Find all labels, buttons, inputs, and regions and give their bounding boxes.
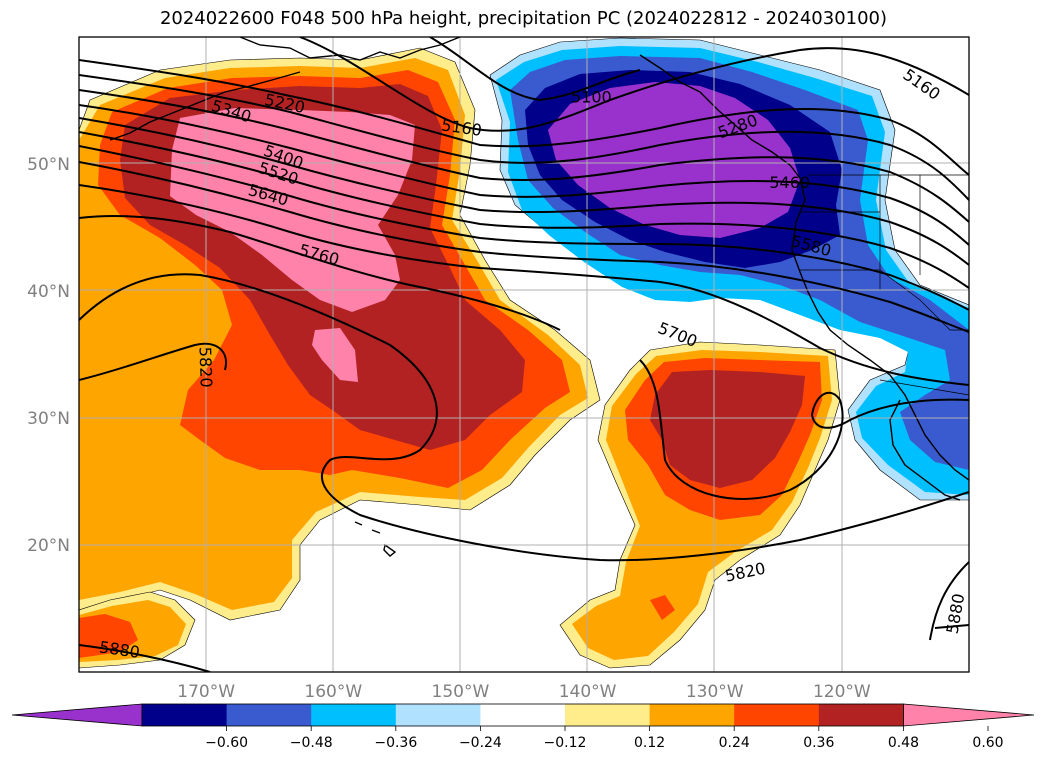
contour-5400 — [79, 104, 969, 246]
colorbar-tick-label: 0.48 — [888, 735, 919, 751]
map-title: 2024022600 F048 500 hPa height, precipit… — [159, 8, 888, 29]
contour-5880-se-2 — [934, 624, 969, 629]
contour-5460 — [79, 117, 969, 266]
colorbar-outline — [141, 703, 904, 727]
longitude-tick-labels: 170°W 160°W 150°W 140°W 130°W 120°W — [177, 682, 871, 702]
colorbar-segment — [226, 704, 312, 726]
contour-5340 — [79, 89, 969, 223]
lat-tick-label: 30°N — [27, 409, 70, 429]
colorbar-segment — [565, 704, 651, 726]
map-area: 5100516052205340540055205640576058205700… — [79, 37, 969, 672]
positive-anomaly-east — [559, 341, 841, 669]
contour-label: 5460 — [769, 173, 810, 192]
contour-5100 — [429, 37, 641, 102]
border-us-mexico — [879, 379, 969, 396]
lon-tick-label: 150°W — [432, 682, 490, 702]
contour-5760 — [79, 214, 561, 331]
contour-5160 — [299, 37, 969, 132]
anomaly-0.48-east — [650, 370, 805, 488]
coastline-hawaii-3 — [383, 543, 397, 557]
border-california — [800, 269, 969, 331]
coastline-baja — [889, 399, 961, 501]
contour-5280 — [79, 74, 969, 201]
contour-label: 5100 — [571, 88, 612, 107]
latitude-tick-labels: 20°N 30°N 40°N 50°N — [27, 155, 70, 556]
coastline-alaska — [239, 37, 461, 61]
lon-tick-label: 170°W — [177, 682, 235, 702]
coastline-us-west — [791, 177, 969, 481]
lon-tick-label: 130°W — [686, 682, 744, 702]
map-frame — [78, 36, 970, 673]
coastline-hawaii-1 — [354, 521, 363, 526]
contour-5820-inner — [79, 342, 227, 381]
colorbar-tick-label: 0.60 — [972, 735, 1003, 751]
colorbar: −0.60 −0.48 −0.36 −0.24 −0.12 0.12 0.24 0.36 0.4… — [11, 703, 1035, 751]
contour-5880-se — [929, 561, 969, 641]
anomaly-0.60-west-blob — [312, 328, 358, 382]
colorbar-tick-label: 0.24 — [719, 735, 750, 751]
colorbar-segment — [734, 704, 820, 726]
contour-5520 — [79, 131, 969, 289]
lat-tick-label: 40°N — [27, 282, 70, 302]
lon-tick-label: 120°W — [813, 682, 871, 702]
colorbar-tick-label: −0.36 — [374, 735, 417, 751]
colorbar-tick-label: −0.60 — [205, 735, 248, 751]
colorbar-extend-high — [903, 703, 1035, 727]
contour-5220 — [79, 59, 969, 176]
height-contours — [79, 37, 969, 672]
contour-5580 — [79, 145, 969, 311]
colorbar-tick-label: 0.36 — [803, 735, 834, 751]
colorbar-segment — [311, 704, 397, 726]
lon-tick-label: 160°W — [304, 682, 362, 702]
colorbar-tick-label: −0.48 — [290, 735, 333, 751]
coastline-bc-west — [639, 54, 801, 179]
contour-5640 — [79, 161, 969, 333]
anomaly-neg-0.60 — [548, 82, 800, 238]
colorbar-tick-label: −0.12 — [544, 735, 587, 751]
anomaly-0.36-east-tail — [650, 595, 675, 620]
lat-tick-label: 20°N — [27, 536, 70, 556]
borders — [800, 174, 969, 396]
contour-5700 — [79, 184, 969, 386]
anomaly-0.60-west — [170, 108, 415, 312]
colorbar-segment — [480, 704, 566, 726]
contour-5820-sw — [79, 644, 211, 672]
colorbar-segment — [649, 704, 735, 726]
contour-5760-east — [639, 359, 969, 500]
contour-label: 5820 — [195, 347, 215, 388]
coastline-hawaii-2 — [371, 529, 381, 534]
colorbar-segment — [395, 704, 481, 726]
contour-5820-loop — [79, 273, 969, 562]
colorbar-tick-label: −0.24 — [459, 735, 502, 751]
colorbar-segment — [818, 704, 904, 726]
colorbar-segment — [142, 704, 228, 726]
lon-tick-label: 140°W — [559, 682, 617, 702]
lat-tick-label: 50°N — [27, 155, 70, 175]
colorbar-tick-label: 0.12 — [634, 735, 665, 751]
colorbar-extend-low — [11, 703, 143, 727]
